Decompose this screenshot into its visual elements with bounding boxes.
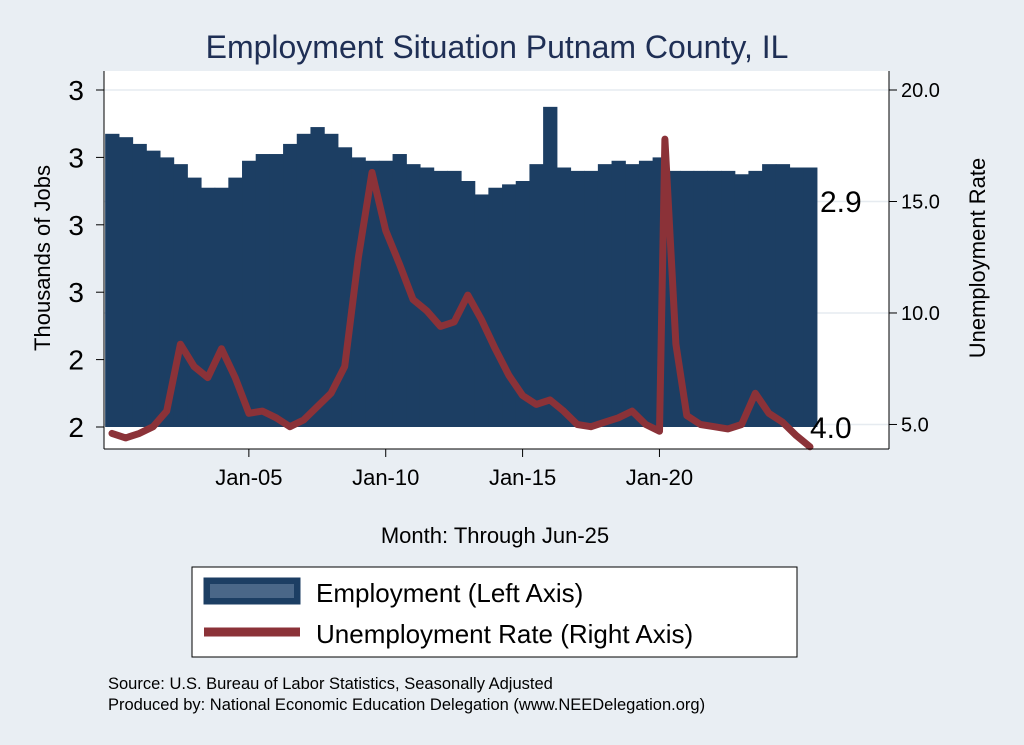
bottom-tick-label: Jan-20 (626, 465, 693, 490)
legend-rate-label: Unemployment Rate (Right Axis) (316, 619, 693, 649)
chart-title: Employment Situation Putnam County, IL (206, 29, 789, 65)
left-tick-label: 3 (68, 277, 84, 308)
employment-bar (324, 133, 339, 427)
last-rate-label: 4.0 (810, 412, 852, 445)
employment-area (105, 106, 818, 428)
employment-bar (693, 170, 708, 427)
y-right-label: Unemployment Rate (965, 158, 990, 359)
employment-bar (146, 150, 161, 427)
employment-bar (255, 154, 270, 427)
employment-bar (556, 167, 572, 427)
legend-employment-label: Employment (Left Axis) (316, 578, 583, 608)
employment-bar (461, 180, 476, 427)
bottom-tick-label: Jan-10 (352, 465, 419, 490)
last-employment-label: 2.9 (820, 186, 862, 219)
employment-bar (105, 133, 120, 427)
left-tick-label: 3 (68, 142, 84, 173)
source-line: Source: U.S. Bureau of Labor Statistics,… (108, 675, 553, 693)
employment-bar (132, 143, 147, 428)
unemployment-rate-line (108, 135, 814, 451)
right-tick-label: 15.0 (901, 191, 940, 213)
employment-bar (200, 187, 216, 427)
employment-bar (638, 160, 654, 427)
employment-bar (474, 194, 489, 427)
employment-bar (365, 160, 380, 427)
employment-bar (707, 170, 722, 427)
left-tick-label: 2 (68, 345, 84, 376)
employment-bar (447, 170, 462, 427)
legend-employment-swatch-inner (210, 584, 294, 598)
employment-bar (584, 170, 599, 427)
employment-bar (502, 184, 517, 427)
employment-bar (721, 170, 736, 427)
employment-bar (392, 154, 407, 427)
employment-bar (529, 164, 544, 427)
left-tick-label: 3 (68, 210, 84, 241)
left-tick-label: 2 (68, 412, 84, 443)
employment-bar (283, 143, 298, 428)
employment-bar (187, 177, 202, 427)
employment-bar (173, 164, 188, 427)
employment-bar (419, 167, 435, 427)
employment-bar (762, 164, 777, 427)
employment-bar (543, 106, 558, 427)
employment-bar (159, 157, 175, 427)
employment-bar (734, 174, 750, 427)
employment-bar (570, 170, 585, 427)
employment-bar (269, 154, 284, 427)
employment-bar (679, 170, 695, 427)
employment-bar (748, 170, 763, 427)
employment-bar (488, 187, 503, 427)
employment-bar (789, 167, 804, 427)
right-tick-label: 10.0 (901, 303, 940, 325)
employment-bar (515, 180, 531, 427)
left-axis: 2 2 3 3 3 3 (68, 71, 105, 449)
employment-bar (775, 164, 791, 427)
x-axis-label: Month: Through Jun-25 (381, 523, 609, 548)
unemployment-line (108, 135, 814, 451)
employment-bar (433, 170, 448, 427)
employment-bar (214, 187, 229, 427)
right-tick-label: 20.0 (901, 80, 940, 102)
left-tick-label: 3 (68, 75, 84, 106)
employment-bar (118, 137, 134, 427)
y-left-label: Thousands of Jobs (30, 165, 55, 351)
employment-bar (611, 160, 626, 427)
bottom-tick-label: Jan-05 (215, 465, 282, 490)
employment-bar (242, 160, 257, 427)
employment-bar (310, 127, 325, 427)
right-axis: 5.0 10.0 15.0 20.0 (888, 71, 940, 449)
produced-line: Produced by: National Economic Education… (108, 696, 705, 714)
bottom-tick-label: Jan-15 (489, 465, 556, 490)
employment-bar (296, 133, 312, 427)
employment-bar (803, 167, 818, 427)
right-tick-label: 5.0 (901, 414, 929, 436)
employment-bar (337, 147, 353, 428)
employment-bar (597, 164, 613, 427)
employment-bar (625, 164, 640, 427)
bottom-axis: Jan-05 Jan-10 Jan-15 Jan-20 (104, 448, 889, 490)
